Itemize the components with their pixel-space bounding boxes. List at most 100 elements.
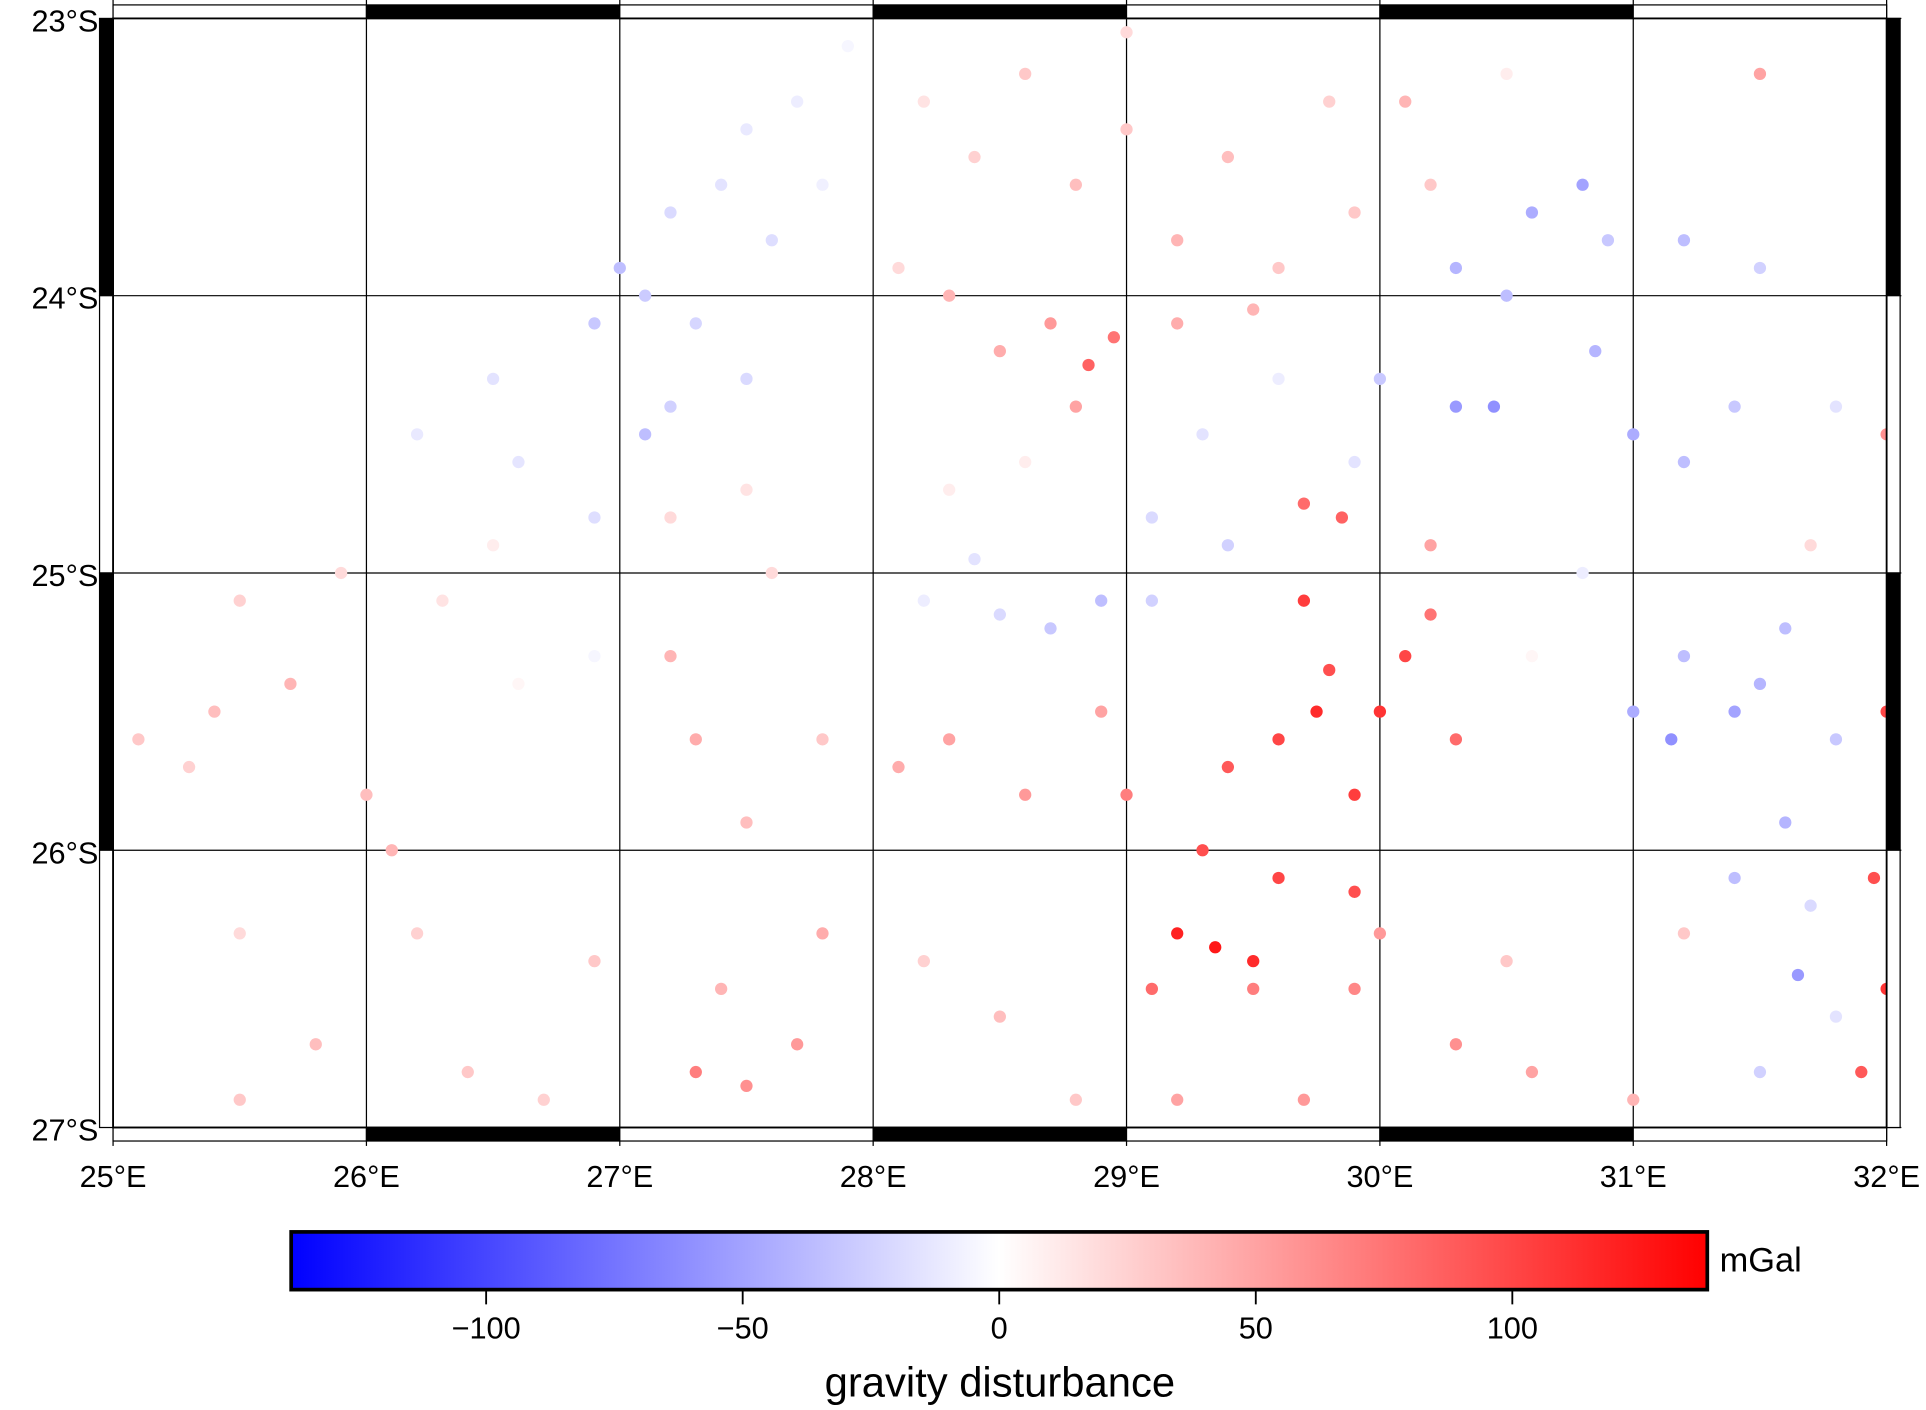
station-point (1120, 123, 1133, 136)
station-point (638, 289, 652, 302)
station-point (1525, 1065, 1539, 1079)
frame-bar (872, 1126, 1128, 1142)
frame-bar (98, 849, 114, 1129)
station-point (689, 1065, 702, 1079)
frame-bar (1632, 1126, 1888, 1142)
station-point (410, 428, 424, 441)
station-point (765, 566, 778, 580)
station-point (1373, 372, 1387, 386)
station-point (1525, 650, 1539, 663)
station-point (1272, 261, 1285, 275)
station-point (1272, 372, 1285, 386)
frame-bar (1379, 4, 1634, 20)
station-point (664, 400, 677, 413)
x-tick-label: 32°E (1853, 1159, 1920, 1194)
station-point (1221, 150, 1235, 164)
station-point (1247, 982, 1260, 996)
station-point (1627, 705, 1640, 718)
y-tick-label: 27°S (31, 1113, 98, 1148)
station-point (1627, 428, 1640, 441)
station-point (664, 511, 677, 524)
x-tick-label: 31°E (1600, 1159, 1667, 1194)
station-point (1348, 885, 1361, 898)
station-point (385, 844, 398, 857)
station-point (1120, 26, 1133, 39)
station-point (1576, 178, 1589, 191)
station-point (841, 40, 854, 53)
station-point (740, 816, 753, 829)
station-point (664, 206, 677, 219)
station-point (284, 677, 297, 691)
station-point (1855, 1065, 1868, 1079)
station-point (588, 317, 601, 330)
station-point (1145, 982, 1159, 996)
station-point (1500, 955, 1513, 968)
station-point (1677, 650, 1691, 663)
station-point (1107, 331, 1121, 344)
station-point (1272, 871, 1285, 885)
colorbar-label: gravity disturbance (825, 1358, 1175, 1405)
x-tick-label: 25°E (80, 1159, 147, 1194)
y-tick-label: 26°S (31, 835, 98, 870)
station-point (1196, 844, 1209, 857)
station-point (968, 552, 981, 566)
frame-bar (1886, 572, 1901, 851)
station-point (791, 95, 804, 108)
station-point (1525, 206, 1539, 219)
station-point (1044, 622, 1057, 635)
station-point (512, 677, 525, 691)
station-point (1449, 1038, 1463, 1051)
station-point (1424, 178, 1437, 191)
station-point (1487, 400, 1501, 413)
station-point (1779, 622, 1792, 635)
station-point (1209, 941, 1222, 954)
station-point (638, 428, 652, 441)
station-point (461, 1065, 474, 1079)
station-point (1804, 539, 1817, 552)
station-point (1500, 289, 1513, 302)
station-point (1323, 95, 1336, 108)
station-point (1297, 594, 1311, 607)
y-tick-label: 23°S (31, 3, 98, 38)
station-point (309, 1038, 322, 1051)
station-point (537, 1093, 550, 1106)
frame-bar (872, 4, 1128, 20)
frame-bar (1886, 849, 1901, 1129)
station-point (1120, 788, 1133, 801)
station-point (1247, 955, 1260, 968)
station-point (1196, 428, 1209, 441)
station-point (816, 927, 829, 940)
station-point (1804, 899, 1817, 912)
station-point (740, 372, 753, 386)
station-point (740, 483, 753, 496)
station-point (1019, 67, 1032, 81)
station-point (334, 566, 348, 580)
frame-bar (1125, 4, 1381, 20)
station-point (1665, 733, 1678, 746)
station-point (1297, 1093, 1311, 1106)
station-point (1399, 650, 1412, 663)
station-point (1272, 733, 1285, 746)
station-point (1373, 927, 1387, 940)
station-point (1449, 733, 1463, 746)
x-tick-label: 30°E (1346, 1159, 1413, 1194)
station-point (1677, 455, 1691, 469)
station-point (1348, 206, 1361, 219)
station-point (1753, 1065, 1767, 1079)
colorbar-tick-label: 100 (1487, 1310, 1538, 1345)
station-point (436, 594, 449, 607)
frame-bar (112, 4, 368, 20)
station-point (1576, 566, 1589, 580)
colorbar-tick-label: 50 (1239, 1310, 1273, 1345)
frame-bar (365, 4, 621, 20)
station-point (943, 289, 956, 302)
station-point (132, 733, 145, 746)
station-point (816, 178, 829, 191)
station-point (182, 760, 196, 774)
station-point (1095, 594, 1108, 607)
station-point (689, 733, 702, 746)
station-point (1297, 497, 1311, 510)
station-point (233, 927, 246, 940)
station-point (1424, 608, 1437, 621)
